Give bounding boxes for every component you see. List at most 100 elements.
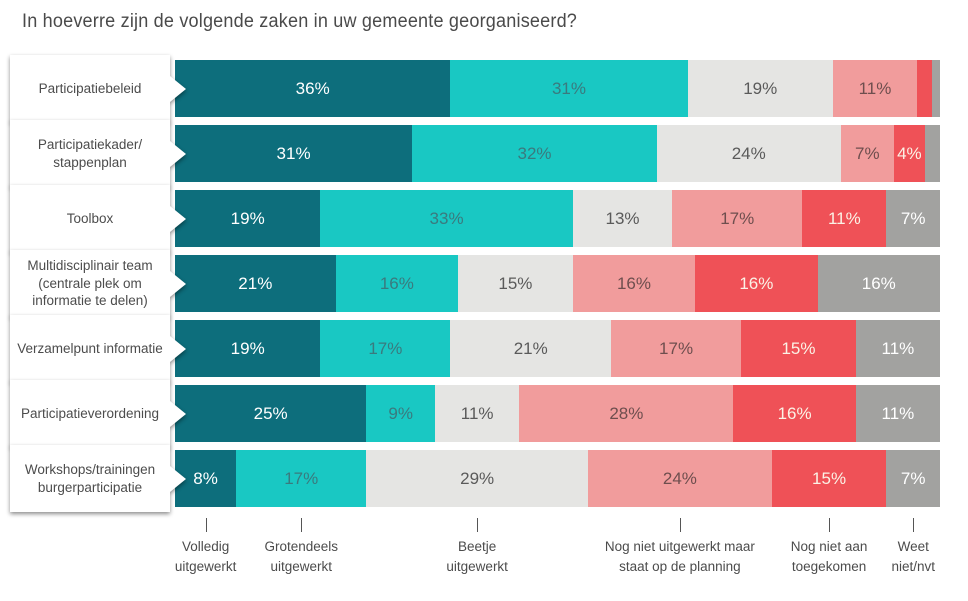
legend-tick: [301, 518, 303, 532]
bar-segment: 16%: [817, 255, 940, 312]
bar-segment: 33%: [320, 190, 573, 247]
row-label: Participatiebeleid: [10, 55, 170, 122]
bar-segment: 31%: [450, 60, 688, 117]
bar-stack: 21% 16% 15% 16% 16% 16%: [175, 255, 940, 312]
bar-segment: 24%: [588, 450, 772, 507]
bar-segment: 11%: [855, 320, 940, 377]
bar-segment: 13%: [572, 190, 673, 247]
bar-segment: 16%: [572, 255, 696, 312]
bar-segment: 19%: [175, 190, 321, 247]
legend-label: Weet niet/nvt: [891, 537, 935, 576]
row-label-line: (centrale plek om: [38, 275, 142, 291]
legend-label-line: uitgewerkt: [446, 558, 508, 574]
bar-segment: 32%: [412, 125, 657, 182]
bar-stack: 25% 9% 11% 28% 16% 11%: [175, 385, 940, 442]
bar-stack: 31% 32% 24% 7% 4%: [175, 125, 940, 182]
row-label-line: stappenplan: [53, 154, 127, 170]
bar-segment: 9%: [366, 385, 436, 442]
legend-label: Volledig uitgewerkt: [175, 537, 237, 576]
row-label: Participatieverordening: [10, 380, 170, 447]
bar-segment: 15%: [741, 320, 856, 377]
row-label-box: Participatiebeleid: [10, 55, 170, 122]
row-label-line: burgerparticipatie: [37, 479, 143, 495]
bar-segment: 7%: [840, 125, 895, 182]
bar-segment: [932, 60, 940, 117]
row-label-line: Multidisciplinair team: [27, 258, 153, 274]
bar-segment: 25%: [175, 385, 367, 442]
row-label: Verzamelpunt informatie: [10, 315, 170, 382]
legend-label-line: uitgewerkt: [174, 558, 237, 574]
row-label-box: Verzamelpunt informatie: [10, 315, 170, 382]
bar-segment: 16%: [733, 385, 856, 442]
legend-tick: [829, 518, 831, 532]
legend-label-line: staat op de planning: [619, 558, 741, 574]
legend-label-line: toegekomen: [791, 558, 867, 574]
row-label: Multidisciplinair team (centrale plek om i…: [10, 250, 170, 317]
bar-segment: 16%: [695, 255, 818, 312]
legend-tick: [205, 518, 207, 532]
chart-row: 8% 17% 29% 24% 15% 7% Workshops/trainingen burg…: [0, 445, 968, 512]
bar-segment: 11%: [832, 60, 918, 117]
bar-stack: 19% 33% 13% 17% 11% 7%: [175, 190, 940, 247]
row-label-line: informatie te delen): [32, 293, 148, 309]
bar-segment: 21%: [175, 255, 336, 312]
row-label-line: Participatiekader/: [37, 136, 143, 152]
bar-stack: 19% 17% 21% 17% 15% 11%: [175, 320, 940, 377]
chart-title: In hoeverre zijn de volgende zaken in uw…: [22, 11, 578, 32]
legend-label: Nog niet uitgewerkt maar staat op de plan…: [605, 537, 755, 576]
chart-row: 21% 16% 15% 16% 16% 16% Multidisciplinair team…: [0, 250, 968, 317]
legend-label-line: Nog niet uitgewerkt maar: [604, 539, 755, 554]
bar-segment: 4%: [894, 125, 925, 182]
bar-segment: [924, 125, 940, 182]
bar-segment: 36%: [175, 60, 451, 117]
chart-row: 25% 9% 11% 28% 16% 11% Participatieverordening: [0, 380, 968, 447]
row-label: Toolbox: [10, 185, 170, 252]
bar-stack: 8% 17% 29% 24% 15% 7%: [175, 450, 940, 507]
row-label-line: Participatiebeleid: [38, 80, 142, 96]
legend-label-line: Grotendeels: [264, 539, 338, 554]
row-label-line: Participatieverordening: [20, 405, 160, 421]
bar-segment: 11%: [435, 385, 520, 442]
bar-segment: 11%: [802, 190, 887, 247]
bar-segment: 19%: [175, 320, 321, 377]
legend-label: Nog niet aan toegekomen: [791, 537, 868, 576]
bar-segment: 17%: [611, 320, 742, 377]
chart-row: 36% 31% 19% 11% Participatiebeleid: [0, 55, 968, 122]
legend-tick: [679, 518, 681, 532]
row-label: Workshops/trainingen burgerparticipatie: [10, 445, 170, 512]
legend-label-line: Nog niet aan: [790, 539, 868, 554]
bar-segment: 7%: [886, 450, 940, 507]
row-label-line: Workshops/trainingen: [24, 461, 156, 477]
bar-segment: 17%: [320, 320, 451, 377]
bar-segment: 24%: [656, 125, 841, 182]
bar-segment: 7%: [886, 190, 940, 247]
row-label-line: Verzamelpunt informatie: [17, 340, 163, 356]
legend-label-line: Volledig: [181, 539, 230, 554]
bar-segment: 28%: [519, 385, 734, 442]
legend-label: Grotendeels uitgewerkt: [264, 537, 338, 576]
bar-segment: 17%: [672, 190, 803, 247]
row-label-box: Participatiekader/stappenplan: [10, 120, 170, 187]
row-label: Participatiekader/stappenplan: [10, 120, 170, 187]
bar-segment: 31%: [175, 125, 413, 182]
legend-tick: [477, 518, 479, 532]
legend-label-line: Beetje: [458, 539, 497, 554]
legend-tick: [913, 518, 915, 532]
row-label-line: Toolbox: [66, 210, 114, 226]
bar-segment: 21%: [450, 320, 612, 377]
chart-legend: Volledig uitgewerkt Grotendeels uitgewerkt B…: [175, 518, 940, 596]
bar-segment: 16%: [335, 255, 459, 312]
legend-label-line: Weet: [897, 539, 929, 554]
bar-segment: 15%: [458, 255, 573, 312]
legend-label-line: uitgewerkt: [270, 558, 332, 574]
bar-segment: 29%: [366, 450, 589, 507]
row-label-box: Toolbox: [10, 185, 170, 252]
bar-segment: 15%: [771, 450, 887, 507]
bar-segment: 11%: [855, 385, 940, 442]
row-label-box: Workshops/trainingen burgerparticipatie: [10, 445, 170, 512]
chart-row: 31% 32% 24% 7% 4% Participatiekader/stappenpl…: [0, 120, 968, 187]
bar-segment: 17%: [236, 450, 367, 507]
row-label-box: Participatieverordening: [10, 380, 170, 447]
stacked-bar-chart: 36% 31% 19% 11% Participatiebeleid 31% 32% 24% 7…: [0, 55, 968, 515]
